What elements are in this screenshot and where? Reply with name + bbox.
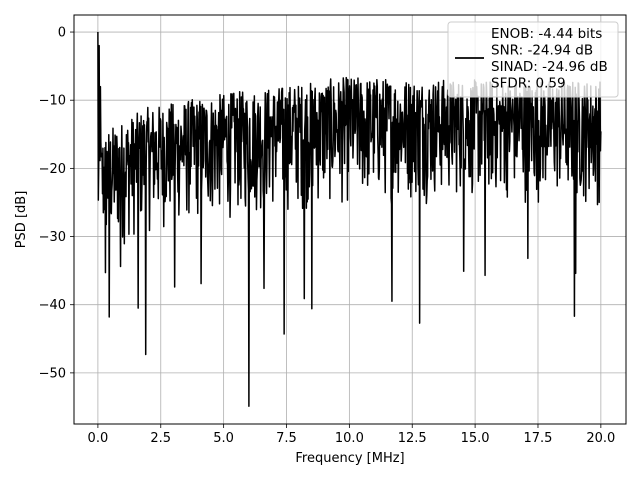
legend-entry-enob: ENOB: -4.44 bits [491, 26, 602, 42]
legend-entry-snr: SNR: -24.94 dB [491, 43, 593, 59]
x-tick-label: 20.0 [586, 431, 615, 446]
x-tick-label: 7.5 [276, 431, 297, 446]
legend-entry-sfdr: SFDR: 0.59 [491, 76, 566, 92]
plot-frame [73, 14, 627, 425]
x-tick-label: 10.0 [335, 431, 364, 446]
x-axis-label: Frequency [MHz] [295, 451, 404, 466]
y-tick-label: −10 [39, 94, 66, 109]
y-axis-label: PSD [dB] [14, 191, 29, 249]
legend-box [447, 21, 619, 98]
y-tick-label: −40 [39, 298, 66, 313]
y-tick-label: 0 [58, 26, 66, 41]
legend-entry-sinad: SINAD: -24.96 dB [491, 59, 608, 75]
y-tick-label: −50 [39, 366, 66, 381]
x-axis-ticks: 0.0 2.5 5.0 7.5 10.0 12.5 15.0 17.5 20.0 [88, 424, 615, 446]
x-tick-label: 0.0 [88, 431, 109, 446]
legend: ENOB: -4.44 bits SNR: -24.94 dB SINAD: -… [447, 21, 619, 98]
y-tick-label: −30 [39, 230, 66, 245]
psd-series-line [97, 32, 602, 408]
y-tick-label: −20 [39, 162, 66, 177]
x-tick-label: 2.5 [150, 431, 171, 446]
x-tick-label: 12.5 [398, 431, 427, 446]
x-tick-label: 17.5 [524, 431, 553, 446]
y-axis-ticks: 0 −10 −20 −30 −40 −50 [39, 26, 74, 381]
x-tick-label: 5.0 [213, 431, 234, 446]
series-layer [97, 32, 602, 408]
x-tick-label: 15.0 [461, 431, 490, 446]
